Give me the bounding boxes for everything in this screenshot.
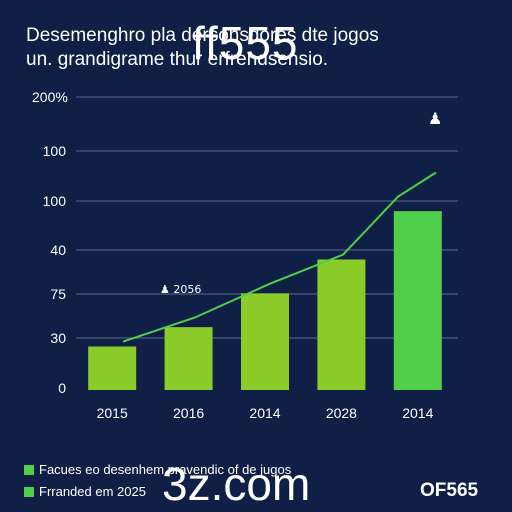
legend-swatch-1 — [24, 464, 34, 475]
title-line-2: un. grandigrame thur erfrendsensio. — [26, 49, 329, 70]
y-tick-label: 75 — [50, 286, 66, 302]
legend-item-2: Frranded em 2025 — [24, 484, 146, 499]
x-tick-label: 2014 — [402, 405, 433, 421]
legend-item-1: Facues eo desenhem pravendic of de jugos — [24, 462, 291, 477]
title-line-1: Desemenghro pla dersonsdores dte jogos — [26, 25, 379, 46]
y-tick-label: 30 — [50, 330, 66, 346]
legend-swatch-2 — [24, 486, 34, 497]
trend-line — [122, 171, 437, 343]
bar — [317, 259, 366, 390]
chart-title: Desemenghro pla dersonsdores dte jogos u… — [26, 24, 379, 72]
legend-label-1: Facues eo desenhem pravendic of de jugos — [39, 462, 292, 477]
bar — [164, 327, 213, 390]
brand-logo: OF565 — [420, 480, 479, 501]
bar — [88, 346, 137, 390]
annotation-icon: ♟ — [428, 109, 442, 128]
annotation-label: ♟ 2056 — [160, 283, 201, 296]
y-tick-label: 0 — [58, 380, 66, 396]
y-tick-label: 200% — [32, 89, 68, 105]
bar — [393, 211, 442, 390]
x-tick-label: 2014 — [249, 405, 280, 421]
x-tick-label: 2016 — [173, 405, 204, 421]
y-tick-label: 40 — [50, 242, 66, 258]
x-tick-label: 2015 — [97, 405, 128, 421]
x-tick-label: 2028 — [326, 405, 357, 421]
bar — [241, 293, 289, 390]
y-tick-label: 100 — [43, 193, 67, 209]
y-tick-label: 100 — [43, 143, 67, 159]
overlay-watermark-top: ff555 — [192, 17, 299, 69]
overlay-watermark-bottom: 3z.com — [162, 458, 311, 510]
legend-label-2: Frranded em 2025 — [39, 484, 146, 499]
